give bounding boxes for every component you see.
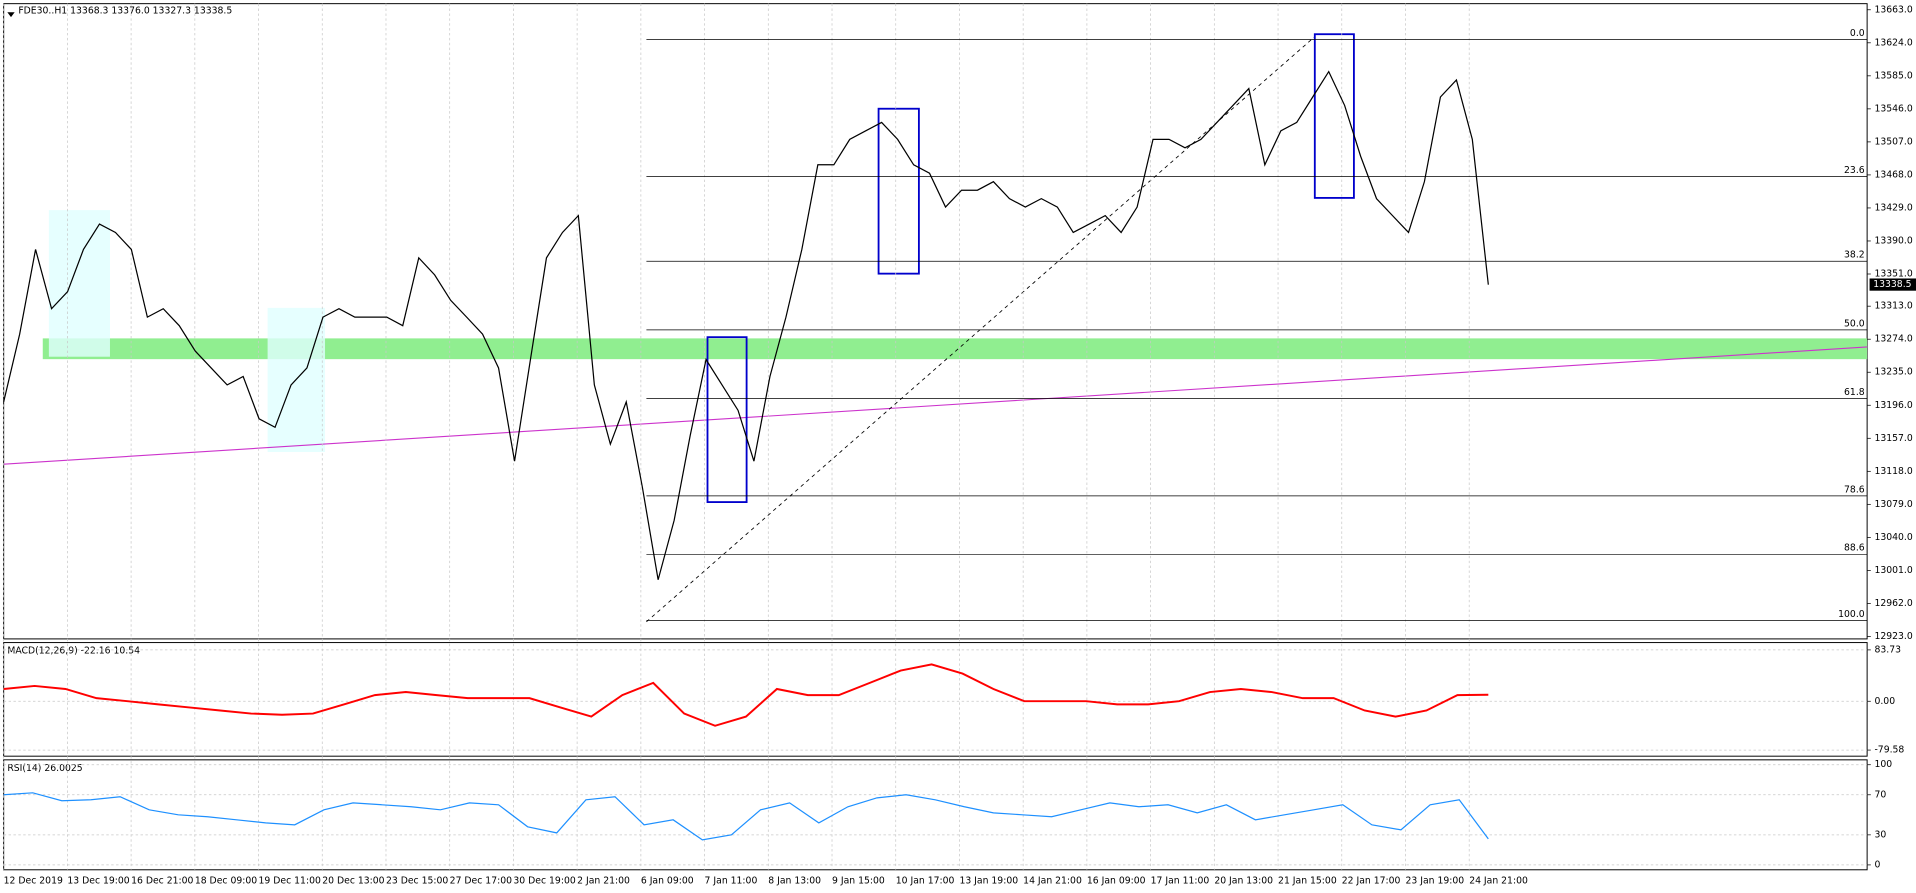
x-tick-label: 16 Dec 21:00 [131,875,193,886]
x-tick-label: 2 Jan 21:00 [577,875,630,886]
x-tick-label: 10 Jan 17:00 [896,875,955,886]
box [1313,33,1355,199]
y-tick-label: 13624.0 [1874,37,1912,48]
x-tick-label: 22 Jan 17:00 [1342,875,1401,886]
price-tag [1869,278,1916,291]
y-tick-label: 0 [1874,859,1880,870]
x-tick-label: 9 Jan 15:00 [832,875,885,886]
y-tick-label: 13663.0 [1874,4,1912,15]
x-tick-label: 12 Dec 2019 [4,875,63,886]
y-tick-label: 13351.0 [1874,268,1912,279]
x-tick-label: 20 Jan 13:00 [1214,875,1273,886]
support-zone [42,338,1868,360]
fib-label: 88.6 [1844,543,1865,554]
y-tick-label: 30 [1874,829,1886,840]
y-tick-label: 13157.0 [1874,433,1912,444]
price-tag-label: 13338.5 [1873,279,1911,290]
y-tick-label: 70 [1874,789,1886,800]
x-tick-label: 16 Jan 09:00 [1087,875,1146,886]
y-tick-label: 13429.0 [1874,202,1912,213]
y-tick-label: 13585.0 [1874,70,1912,81]
y-tick-label: 13001.0 [1874,565,1912,576]
x-tick-label: 21 Jan 15:00 [1278,875,1337,886]
y-tick-label: 13468.0 [1874,169,1912,180]
rsi-panel [3,759,1868,871]
y-tick-label: 100 [1874,759,1892,770]
x-tick-label: 8 Jan 13:00 [768,875,821,886]
x-tick-label: 13 Jan 19:00 [959,875,1018,886]
x-tick-label: 24 Jan 21:00 [1469,875,1528,886]
trend-line [3,346,1868,465]
y-tick-label: 13274.0 [1874,334,1912,345]
rsi-title: RSI(14) 26.0025 [7,763,82,774]
fib-label: 100.0 [1838,609,1865,620]
y-tick-label: 13546.0 [1874,103,1912,114]
menu-icon[interactable] [7,12,15,18]
box [706,336,748,503]
x-tick-label: 17 Jan 11:00 [1151,875,1210,886]
x-tick-label: 13 Dec 19:00 [67,875,129,886]
y-tick-label: 12962.0 [1874,598,1912,609]
fib-label: 38.2 [1844,250,1865,261]
x-tick-label: 18 Dec 09:00 [195,875,257,886]
x-tick-label: 23 Jan 19:00 [1405,875,1464,886]
x-tick-label: 23 Dec 15:00 [386,875,448,886]
price-line [3,663,1489,727]
fib-label: 61.8 [1844,387,1865,398]
macd-panel [3,642,1868,757]
macd-title: MACD(12,26,9) -22.16 10.54 [7,646,140,657]
fib-label: 78.6 [1844,484,1865,495]
y-tick-label: 13507.0 [1874,136,1912,147]
y-tick-label: 13040.0 [1874,532,1912,543]
fib-baseline [646,36,1316,623]
y-tick-label: 13118.0 [1874,466,1912,477]
y-tick-label: 83.73 [1874,644,1901,655]
x-tick-label: 27 Dec 17:00 [450,875,512,886]
x-tick-label: 20 Dec 13:00 [322,875,384,886]
x-tick-label: 19 Dec 11:00 [259,875,321,886]
x-tick-label: 14 Jan 21:00 [1023,875,1082,886]
box [877,107,920,275]
x-tick-label: 30 Dec 19:00 [513,875,575,886]
fib-label: 23.6 [1844,165,1865,176]
y-tick-label: 13079.0 [1874,499,1912,510]
price-line [3,70,1489,580]
y-tick-label: 13196.0 [1874,400,1912,411]
y-tick-label: 12923.0 [1874,631,1912,642]
y-tick-label: 13235.0 [1874,367,1912,378]
x-tick-label: 7 Jan 11:00 [705,875,758,886]
fib-label: 50.0 [1844,318,1865,329]
main-title: FDE30..H1 13368.3 13376.0 13327.3 13338.… [18,5,232,16]
y-tick-label: 13390.0 [1874,235,1912,246]
price-line [3,792,1489,841]
x-tick-label: 6 Jan 09:00 [641,875,694,886]
y-tick-label: -79.58 [1874,745,1904,756]
y-tick-label: 13313.0 [1874,301,1912,312]
fib-label: 0.0 [1850,28,1865,39]
highlight [48,210,110,357]
y-tick-label: 0.00 [1874,696,1895,707]
